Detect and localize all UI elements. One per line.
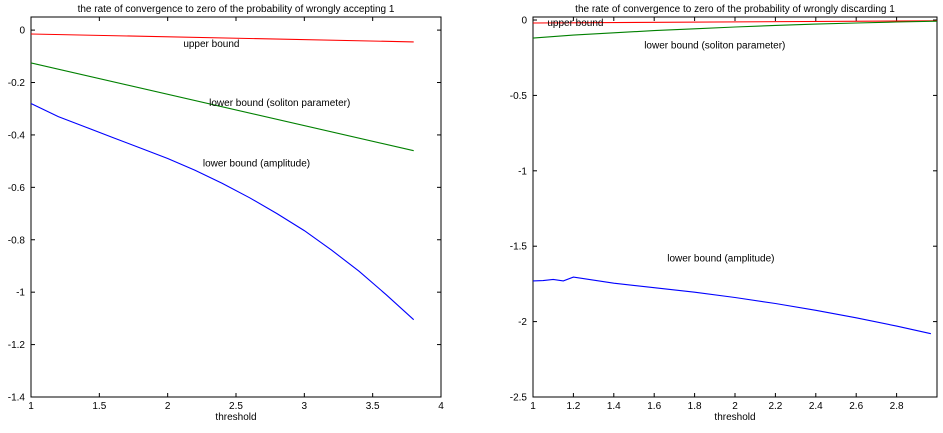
x-tick-label: 3.5 <box>366 401 380 412</box>
y-tick-label: -1.4 <box>8 393 26 404</box>
y-tick-label: -0.2 <box>8 78 26 89</box>
y-tick-label: -0.8 <box>8 235 26 246</box>
series-line-0 <box>31 33 414 43</box>
x-tick-label: 2.2 <box>768 401 782 412</box>
series-line-2 <box>533 276 932 335</box>
plot-frame <box>30 16 442 398</box>
y-tick-label: -1 <box>16 288 25 299</box>
y-tick-label: -1.5 <box>510 242 528 253</box>
x-tick-label: 2 <box>732 401 738 412</box>
x-tick-label: 1.4 <box>607 401 621 412</box>
series-line-1 <box>533 20 937 39</box>
x-axis-label: threshold <box>714 412 755 423</box>
y-tick-label: -1 <box>518 166 527 177</box>
chart-title: the rate of convergence to zero of the p… <box>78 4 395 15</box>
x-tick-label: 2.4 <box>809 401 823 412</box>
x-tick-label: 4 <box>438 401 444 412</box>
x-tick-label: 1.2 <box>566 401 580 412</box>
chart-1: 1 1.2 1.4 1.6 1.8 2 2.2 2.4 2.6 2.8 0 -0.5 -1 -1.5 -2 -… <box>510 4 938 423</box>
x-tick-label: 1.6 <box>647 401 661 412</box>
x-tick-label: 1 <box>530 401 536 412</box>
annotation: lower bound (amplitude) <box>203 158 310 169</box>
series-line-2 <box>31 103 415 321</box>
y-tick-label: -0.5 <box>510 91 528 102</box>
series-line-0 <box>533 20 937 24</box>
chart-title: the rate of convergence to zero of the p… <box>575 4 895 15</box>
annotation: upper bound <box>183 39 239 50</box>
y-tick-label: -2 <box>518 317 527 328</box>
y-tick-label: -0.6 <box>8 183 26 194</box>
y-tick-label: 0 <box>19 26 25 37</box>
annotation: lower bound (amplitude) <box>667 253 774 264</box>
x-tick-label: 2.8 <box>890 401 904 412</box>
x-tick-label: 1 <box>28 401 34 412</box>
series-line-1 <box>31 62 414 152</box>
annotation: lower bound (soliton parameter) <box>209 98 350 109</box>
annotation: lower bound (soliton parameter) <box>644 41 785 52</box>
x-tick-label: 2.6 <box>849 401 863 412</box>
annotation: upper bound <box>547 18 603 29</box>
y-tick-label: 0 <box>521 16 527 27</box>
chart-0: 1 1.5 2 2.5 3 3.5 4 0 -0.2 -0.4 -0.6 -0.8 -1 -1.2 -1.4… <box>8 4 444 423</box>
x-tick-label: 1.5 <box>92 401 106 412</box>
x-axis-label: threshold <box>215 412 256 423</box>
x-tick-label: 2.5 <box>229 401 243 412</box>
plot-frame <box>532 16 938 398</box>
y-tick-label: -2.5 <box>510 393 528 404</box>
x-tick-label: 2 <box>165 401 171 412</box>
y-tick-label: -1.2 <box>8 340 26 351</box>
x-tick-label: 3 <box>302 401 308 412</box>
y-tick-label: -0.4 <box>8 130 26 141</box>
x-tick-label: 1.8 <box>688 401 702 412</box>
